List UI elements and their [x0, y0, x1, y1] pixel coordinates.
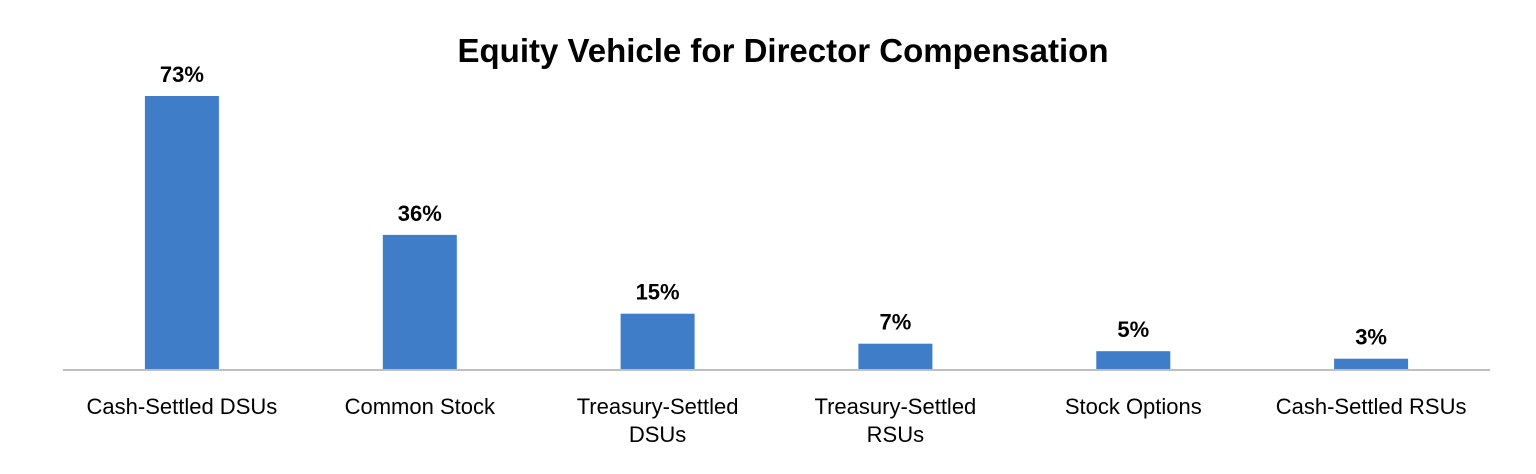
- category-labels-group: Cash-Settled DSUs Common Stock Treasury-Se…: [87, 394, 1467, 447]
- data-label: 15%: [636, 280, 680, 305]
- category-label: Treasury-Settled RSUs: [814, 394, 976, 447]
- category-label-line: Treasury-Settled: [814, 394, 976, 419]
- bar: [1096, 351, 1171, 370]
- bars-group: [144, 96, 1409, 370]
- data-label: 3%: [1355, 325, 1387, 350]
- category-label-line: RSUs: [867, 422, 924, 447]
- data-label: 36%: [398, 201, 442, 226]
- bar: [382, 234, 457, 370]
- category-label: Common Stock: [345, 394, 496, 419]
- bar: [1334, 358, 1409, 370]
- data-label: 5%: [1117, 317, 1149, 342]
- bar: [620, 313, 695, 370]
- bar: [858, 343, 933, 370]
- category-label-line: Cash-Settled DSUs: [87, 394, 278, 419]
- category-label: Cash-Settled RSUs: [1276, 394, 1467, 419]
- category-label: Treasury-Settled DSUs: [577, 394, 739, 447]
- category-label-line: DSUs: [629, 422, 686, 447]
- category-label: Cash-Settled DSUs: [87, 394, 278, 419]
- data-labels-group: 73% 36% 15% 7% 5% 3%: [160, 62, 1387, 350]
- category-label-line: Cash-Settled RSUs: [1276, 394, 1467, 419]
- category-label-line: Treasury-Settled: [577, 394, 739, 419]
- bar: [144, 96, 219, 370]
- category-label: Stock Options: [1065, 394, 1202, 419]
- category-label-line: Common Stock: [345, 394, 496, 419]
- data-label: 73%: [160, 62, 204, 87]
- chart-title: Equity Vehicle for Director Compensation: [458, 32, 1109, 69]
- data-label: 7%: [880, 310, 912, 335]
- category-label-line: Stock Options: [1065, 394, 1202, 419]
